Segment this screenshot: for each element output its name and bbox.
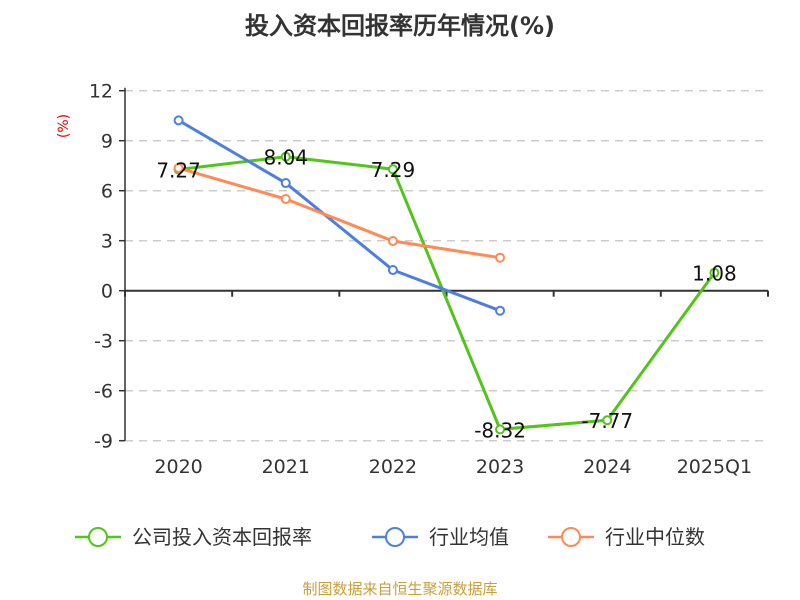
chart-title: 投入资本回报率历年情况(%) bbox=[245, 12, 555, 40]
y-tick-label: -9 bbox=[94, 431, 113, 453]
data-point bbox=[173, 163, 184, 174]
data-point bbox=[387, 164, 398, 175]
legend-item: 公司投入资本回报率 bbox=[75, 525, 312, 549]
data-point bbox=[173, 115, 184, 126]
x-tick-label: 2022 bbox=[369, 456, 417, 478]
y-tick-label: 9 bbox=[101, 131, 113, 153]
data-label: -7.77 bbox=[581, 409, 633, 433]
data-label: 8.04 bbox=[263, 146, 308, 170]
data-point bbox=[495, 305, 506, 316]
data-point bbox=[280, 178, 291, 189]
data-label: 7.29 bbox=[371, 158, 416, 182]
data-point bbox=[387, 265, 398, 276]
data-point bbox=[495, 252, 506, 263]
x-tick-label: 2020 bbox=[154, 456, 202, 478]
legend-marker-icon bbox=[561, 527, 581, 547]
y-tick-label: 12 bbox=[89, 81, 113, 103]
data-point bbox=[602, 415, 613, 426]
legend-item: 行业中位数 bbox=[548, 525, 705, 549]
data-label: 7.27 bbox=[156, 159, 201, 183]
y-tick-label: 0 bbox=[101, 281, 113, 303]
data-label: -8.32 bbox=[474, 418, 526, 442]
x-tick-label: 2024 bbox=[583, 456, 631, 478]
legend-label: 行业中位数 bbox=[605, 525, 705, 549]
data-point bbox=[387, 236, 398, 247]
x-tick-label: 2025Q1 bbox=[677, 456, 752, 478]
legend-marker-icon bbox=[88, 527, 108, 547]
data-point bbox=[280, 151, 291, 162]
legend-marker-icon bbox=[385, 527, 405, 547]
y-tick-label: 3 bbox=[101, 231, 113, 253]
data-label: 1.08 bbox=[692, 262, 737, 286]
series-line-1 bbox=[177, 119, 501, 313]
data-point bbox=[495, 424, 506, 435]
source-footer: 制图数据来自恒生聚源数据库 bbox=[302, 580, 498, 598]
y-tick-label: -3 bbox=[94, 331, 113, 353]
series-line-2 bbox=[178, 166, 501, 260]
y-tick-label: -6 bbox=[94, 381, 113, 403]
x-tick-label: 2023 bbox=[476, 456, 524, 478]
data-point bbox=[709, 267, 720, 278]
series-line-0 bbox=[178, 155, 716, 431]
legend-label: 公司投入资本回报率 bbox=[132, 525, 312, 549]
legend-item: 行业均值 bbox=[372, 525, 509, 549]
y-tick-label: 6 bbox=[101, 181, 113, 203]
data-point bbox=[280, 194, 291, 205]
x-tick-label: 2021 bbox=[262, 456, 310, 478]
y-axis-label: (%) bbox=[56, 114, 72, 138]
legend-label: 行业均值 bbox=[429, 525, 509, 549]
